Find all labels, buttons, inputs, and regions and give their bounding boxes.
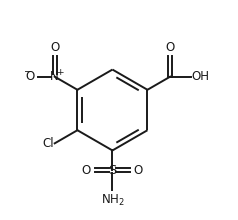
- Text: O: O: [166, 41, 175, 54]
- Text: O: O: [50, 41, 59, 54]
- Text: NH$_2$: NH$_2$: [100, 193, 124, 208]
- Text: OH: OH: [192, 70, 210, 83]
- Text: O: O: [82, 164, 91, 177]
- Text: O: O: [134, 164, 143, 177]
- Text: +: +: [56, 68, 63, 77]
- Text: S: S: [108, 164, 117, 177]
- Text: −: −: [25, 67, 33, 77]
- Text: Cl: Cl: [42, 137, 54, 150]
- Text: O: O: [25, 70, 34, 83]
- Text: N: N: [50, 70, 59, 83]
